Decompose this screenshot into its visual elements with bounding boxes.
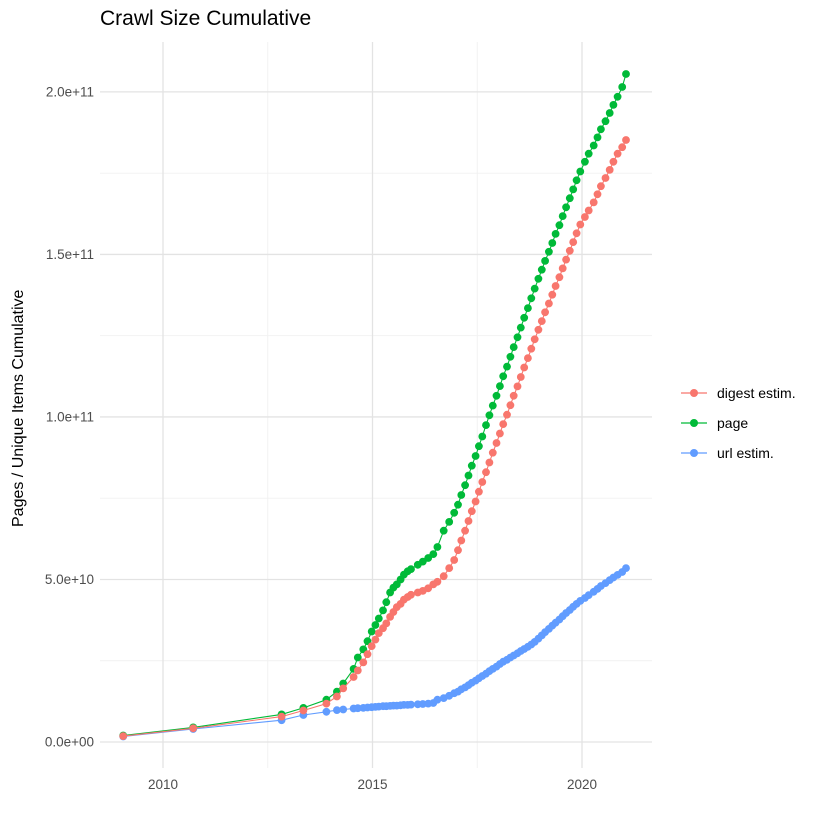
legend-item-url-estim: url estim. — [680, 438, 796, 468]
y-tick-label: 5.0e+10 — [45, 572, 94, 587]
series-digest-estim — [119, 136, 630, 740]
series-points-url-estim — [119, 564, 630, 741]
y-tick-label: 1.5e+11 — [46, 247, 94, 262]
legend-label-url-estim: url estim. — [717, 445, 774, 461]
series-line-url-estim — [123, 567, 627, 738]
x-tick-label: 2020 — [567, 777, 597, 792]
x-tick-label: 2010 — [148, 777, 178, 792]
chart-title: Crawl Size Cumulative — [100, 7, 312, 30]
y-axis-tick-labels: 0.0e+00 5.0e+10 1.0e+11 1.5e+11 2.0e+11 — [45, 84, 94, 749]
legend-item-digest-estim: digest estim. — [680, 378, 796, 408]
legend-label-digest-estim: digest estim. — [717, 385, 796, 401]
x-axis-tick-labels: 2010 2015 2020 — [148, 777, 597, 792]
y-tick-label: 2.0e+11 — [46, 84, 94, 99]
legend-label-page: page — [717, 415, 749, 431]
series-url-estim — [119, 564, 630, 741]
series-points-digest-estim — [119, 136, 630, 740]
y-tick-label: 0.0e+00 — [45, 735, 94, 750]
legend: digest estim. page url estim. — [680, 378, 796, 468]
legend-key-url-estim — [681, 449, 707, 457]
grid-major — [100, 42, 652, 768]
y-tick-label: 1.0e+11 — [46, 409, 94, 424]
legend-item-page: page — [680, 408, 796, 438]
legend-key-digest-estim — [681, 389, 707, 397]
grid-minor — [100, 42, 652, 768]
x-tick-label: 2015 — [357, 777, 387, 792]
legend-key-page — [681, 419, 707, 427]
